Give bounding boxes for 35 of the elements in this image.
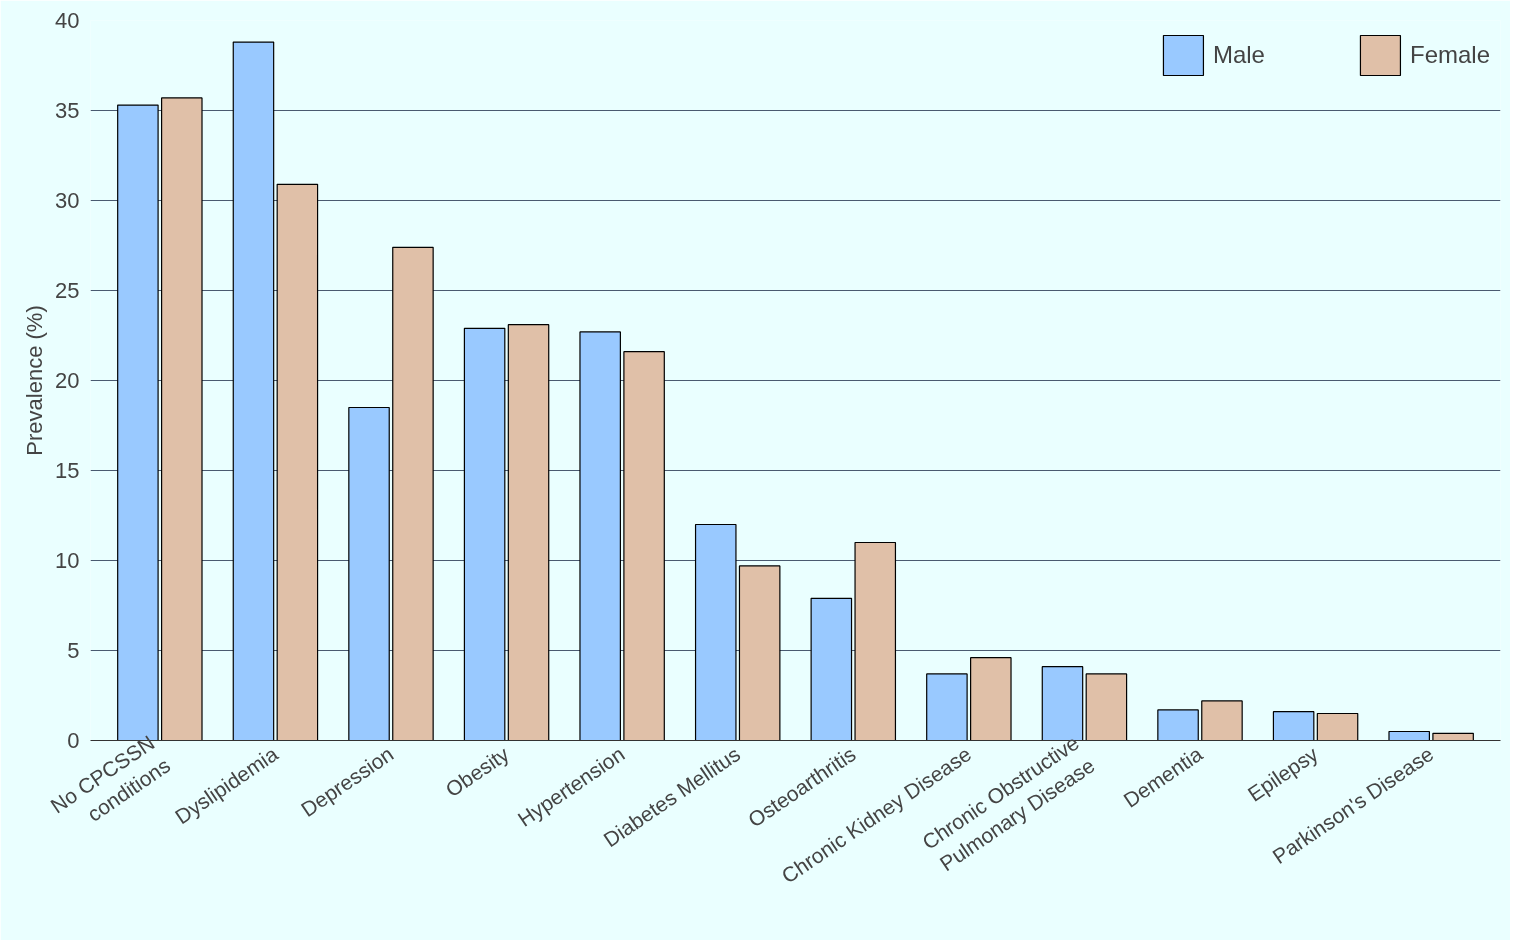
legend-label: Female	[1409, 41, 1490, 69]
bar	[970, 657, 1012, 741]
bar	[1432, 732, 1474, 741]
bar	[463, 327, 506, 741]
bar	[926, 673, 968, 741]
bar	[738, 565, 781, 741]
bar	[1041, 666, 1084, 741]
bar	[1201, 700, 1243, 741]
y-tick-label: 25	[55, 278, 80, 303]
bar	[276, 183, 319, 741]
y-tick-label: 40	[55, 8, 80, 33]
y-tick-label: 20	[55, 368, 80, 393]
bar	[623, 351, 665, 741]
bar	[1272, 711, 1315, 741]
bar	[348, 406, 390, 741]
bar	[579, 331, 621, 741]
bar	[854, 541, 897, 741]
bar	[1085, 673, 1128, 741]
bar	[1388, 730, 1430, 741]
y-tick-label: 30	[55, 188, 80, 213]
y-tick-label: 5	[67, 638, 80, 663]
bar	[392, 246, 434, 741]
bar	[507, 324, 550, 741]
bar	[161, 97, 203, 741]
bar	[1316, 712, 1359, 741]
legend-label: Male	[1212, 41, 1265, 69]
y-tick-label: 10	[55, 548, 80, 573]
bar	[694, 523, 737, 741]
y-axis-title: Prevalence (%)	[22, 305, 48, 456]
bar	[1157, 709, 1199, 741]
bar	[232, 41, 275, 741]
y-tick-label: 0	[67, 728, 80, 753]
bar	[810, 597, 853, 741]
y-tick-label: 15	[55, 458, 80, 483]
y-tick-label: 35	[55, 98, 80, 123]
